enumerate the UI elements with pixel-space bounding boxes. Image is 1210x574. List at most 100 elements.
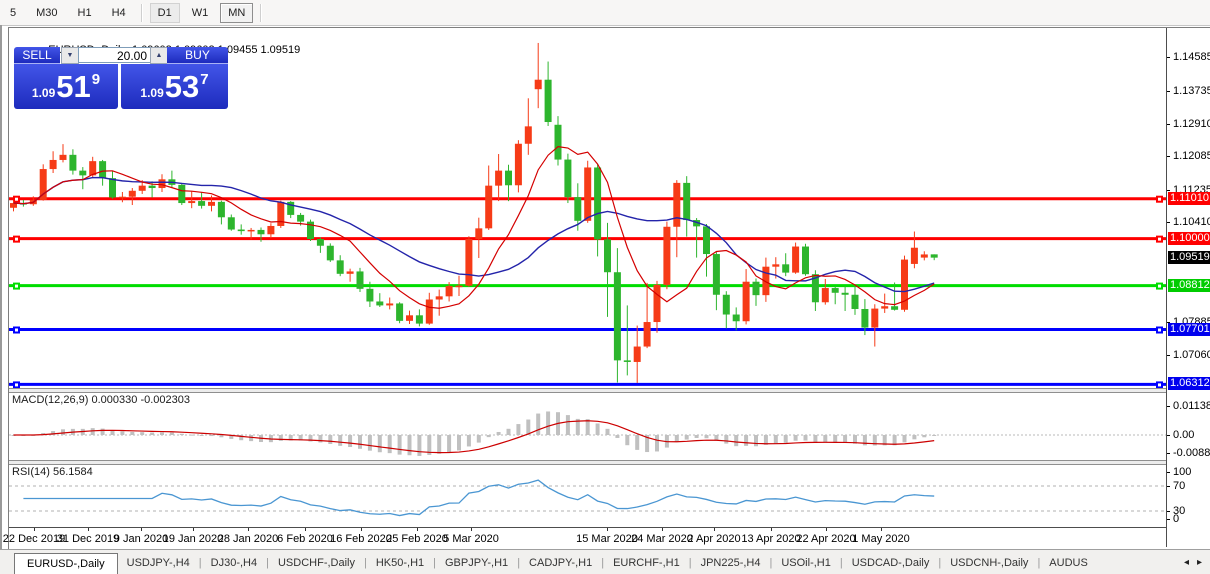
toolbar-separator [260,3,263,22]
tab-eurusd-daily[interactable]: EURUSD-,Daily [14,553,118,574]
candle [831,286,839,305]
buy-button[interactable]: BUY [167,47,228,64]
timeframe-button-d1[interactable]: D1 [149,2,180,23]
candle [782,253,790,277]
macd-histogram-bar [912,435,917,440]
timeframe-button-w1[interactable]: W1 [191,6,209,19]
horizontal-line-1.06312[interactable] [9,381,1166,389]
macd-histogram-bar [575,418,580,435]
timeframe-button-h4[interactable]: H4 [111,6,126,19]
tab-separator: | [198,556,202,569]
volume-input[interactable] [78,47,152,63]
macd-histogram-bar [635,435,640,450]
panel-splitter[interactable] [9,388,1166,393]
candle [49,151,57,174]
date-label: 15 Mar 2020 [576,533,638,545]
scroll-right-icon[interactable]: ▸ [1196,557,1202,568]
candle [475,217,483,258]
candle [564,153,572,204]
tab-cadjpy-h1[interactable]: CADJPY-,H1 [529,556,593,569]
date-tick [305,528,306,531]
macd-main-value: 0.000330 [91,394,138,406]
tab-jpn225-h4[interactable]: JPN225-,H4 [700,556,761,569]
date-tick [361,528,362,531]
macd-histogram-bar [813,435,818,442]
price-tick: 1.12085 [1167,150,1210,162]
macd-axis-tick: 0.00 [1167,429,1194,441]
tab-usdjpy-h4[interactable]: USDJPY-,H4 [126,556,190,569]
macd-histogram-bar [853,435,857,444]
timeframe-button-mn[interactable]: MN [220,2,254,23]
date-label: 16 Feb 2020 [330,533,392,545]
toolbar-separator [140,3,143,22]
candle [178,182,186,206]
candle [623,305,631,376]
tab-hk50-h1[interactable]: HK50-,H1 [375,556,425,569]
candle [901,255,908,312]
sell-price-button[interactable]: 1.09 51 9 [14,64,118,109]
macd-indicator-panel[interactable] [9,392,1166,461]
candle [633,325,641,383]
timeframe-button-h1[interactable]: H1 [77,6,92,19]
buy-price-button[interactable]: 1.09 53 7 [121,64,228,109]
price-tick: 1.07060 [1167,349,1210,361]
date-tick [881,528,882,531]
candle [534,42,542,109]
candle [356,267,364,292]
candle [683,176,691,237]
price-tick: 1.12910 [1167,118,1210,130]
horizontal-line-1.07701[interactable] [9,326,1166,334]
rsi-label: RSI(14) 56.1584 [12,466,93,478]
panel-splitter[interactable] [9,460,1166,465]
date-tick [826,528,827,531]
tab-usoil-h1[interactable]: USOil-,H1 [781,556,831,569]
price-tick: 1.10410 [1167,216,1210,228]
tab-usdchf-daily[interactable]: USDCHF-,Daily [277,556,355,569]
timeframe-button-m30[interactable]: M30 [36,6,58,19]
macd-histogram-bar [833,435,838,443]
date-axis[interactable]: 22 Dec 2019 31 Dec 2019 9 Jan 2020 19 Jan 2… [3,527,1166,548]
candle [604,222,611,317]
tab-dj30-h4[interactable]: DJ30-,H4 [210,556,258,569]
candle [920,251,928,261]
macd-histogram-bar [407,435,412,456]
macd-histogram-bar [902,435,907,443]
timeframe-button-5[interactable]: 5 [10,6,17,19]
price-chart-panel[interactable] [9,28,1166,389]
tab-audus[interactable]: AUDUS [1049,556,1088,569]
tab-eurchf-h1[interactable]: EURCHF-,H1 [613,556,680,569]
rsi-value: 56.1584 [52,466,93,478]
price-line-label: 1.08812 [1168,278,1210,292]
sell-button[interactable]: SELL [14,47,60,64]
tab-usdcad-daily[interactable]: USDCAD-,Daily [851,556,930,569]
scroll-left-icon[interactable]: ◂ [1183,557,1189,568]
horizontal-line-1.08812[interactable] [9,282,1166,290]
date-label: 1 May 2020 [852,533,910,545]
horizontal-line-1.10000[interactable] [9,235,1166,243]
date-label: 31 Dec 2019 [56,533,120,545]
volume-decrease-button[interactable]: ▼ [61,47,79,64]
sell-price-big: 51 [56,69,91,104]
candle [663,221,671,290]
candlestick-chart-canvas[interactable] [9,28,1166,389]
current-price-label: 1.09519 [1168,250,1210,264]
candle [445,282,453,302]
macd-histogram-bar [110,430,115,435]
macd-histogram-bar [585,419,590,435]
buy-price-prefix: 1.09 [140,86,164,100]
macd-label: MACD(12,26,9) 0.000330 -0.002303 [12,394,190,406]
candle [524,98,532,155]
tab-separator: | [266,556,269,569]
candle [584,160,592,223]
rsi-indicator-panel[interactable] [9,464,1166,526]
price-axis[interactable]: 1.14585 1.13735 1.12910 1.12085 1.11235 1.104… [1166,28,1210,547]
tab-usdcnh-daily[interactable]: USDCNH-,Daily [950,556,1029,569]
date-label: 13 Apr 2020 [741,533,801,545]
candle [554,116,562,166]
candle [188,191,196,209]
macd-histogram-bar [655,435,659,452]
rsi-axis-tick: 100 [1167,466,1191,478]
candle [168,170,176,188]
tab-gbpjpy-h1[interactable]: GBPJPY-,H1 [445,556,509,569]
price-line-label: 1.06312 [1168,377,1210,391]
